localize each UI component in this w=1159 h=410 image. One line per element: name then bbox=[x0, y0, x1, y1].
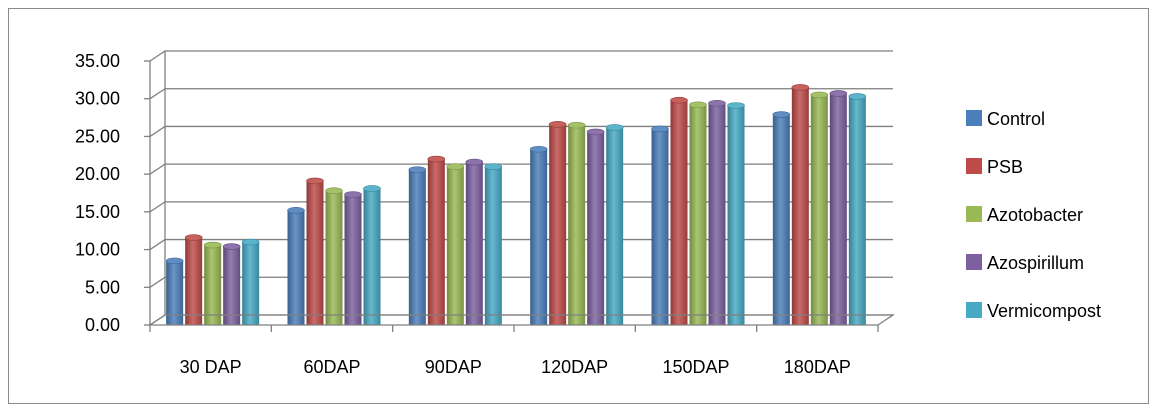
bar bbox=[287, 207, 305, 325]
legend-label: PSB bbox=[987, 157, 1023, 177]
legend-item: Vermicompost bbox=[966, 301, 1101, 321]
bar bbox=[344, 191, 362, 325]
bar bbox=[689, 101, 707, 326]
bar bbox=[772, 111, 791, 325]
bar bbox=[446, 163, 465, 325]
legend: Control PSB Azotobacter Azospirillum Vermico… bbox=[966, 109, 1101, 321]
bar bbox=[567, 121, 586, 325]
bar bbox=[529, 145, 548, 325]
bars bbox=[165, 84, 867, 326]
y-tick-label: 35.00 bbox=[75, 51, 120, 71]
bar bbox=[241, 238, 260, 325]
y-axis: 0.00 5.00 10.00 15.00 20.00 25.00 30.00 35.00 bbox=[75, 51, 166, 335]
legend-label: Azotobacter bbox=[987, 205, 1083, 225]
bar bbox=[363, 185, 381, 325]
legend-item: Azotobacter bbox=[966, 205, 1083, 225]
y-tick-label: 0.00 bbox=[85, 315, 120, 335]
y-tick-label: 15.00 bbox=[75, 202, 120, 222]
bar bbox=[184, 234, 203, 325]
bar bbox=[810, 91, 829, 325]
x-axis: 30 DAP 60DAP 90DAP 120DAP 150DAP 180DAP bbox=[147, 314, 896, 377]
y-tick-label: 10.00 bbox=[75, 240, 120, 260]
bar bbox=[306, 177, 324, 325]
legend-item: Control bbox=[966, 109, 1045, 129]
bar bbox=[408, 166, 427, 325]
y-tick-label: 30.00 bbox=[75, 89, 120, 109]
x-tick-label: 180DAP bbox=[784, 357, 851, 377]
gridline bbox=[149, 88, 893, 100]
bar bbox=[848, 93, 867, 325]
x-tick-label: 30 DAP bbox=[180, 357, 242, 377]
legend-label: Vermicompost bbox=[987, 301, 1101, 321]
x-tick-label: 90DAP bbox=[425, 357, 482, 377]
bar bbox=[465, 158, 484, 325]
legend-swatch bbox=[966, 110, 982, 126]
bar bbox=[708, 99, 726, 326]
bar bbox=[586, 128, 605, 325]
legend-swatch bbox=[966, 206, 982, 222]
legend-swatch bbox=[966, 302, 982, 318]
legend-item: PSB bbox=[966, 157, 1023, 177]
bar bbox=[791, 84, 810, 326]
x-tick-label: 120DAP bbox=[541, 357, 608, 377]
y-tick-label: 5.00 bbox=[85, 277, 120, 297]
bar bbox=[484, 163, 503, 325]
bar bbox=[670, 96, 688, 325]
gridline bbox=[149, 50, 893, 62]
x-tick-label: 150DAP bbox=[662, 357, 729, 377]
bar bbox=[727, 102, 745, 325]
bar bbox=[427, 155, 446, 325]
bar bbox=[203, 241, 222, 325]
y-tick-label: 20.00 bbox=[75, 164, 120, 184]
y-tick-label: 25.00 bbox=[75, 126, 120, 146]
legend-item: Azospirillum bbox=[966, 253, 1084, 273]
legend-label: Control bbox=[987, 109, 1045, 129]
bar bbox=[548, 121, 567, 325]
legend-swatch bbox=[966, 254, 982, 270]
legend-label: Azospirillum bbox=[987, 253, 1084, 273]
bar bbox=[651, 125, 669, 325]
bar bbox=[605, 124, 624, 326]
bar bbox=[829, 90, 848, 325]
bar bbox=[222, 243, 241, 325]
x-tick-label: 60DAP bbox=[303, 357, 360, 377]
bar bbox=[325, 187, 343, 325]
bar bbox=[165, 257, 184, 325]
legend-swatch bbox=[966, 158, 982, 174]
